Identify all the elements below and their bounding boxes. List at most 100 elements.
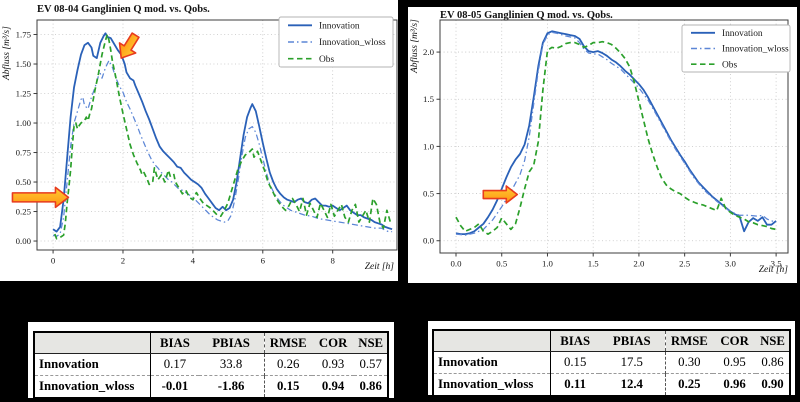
y-tick-label: 1.25 (16, 89, 32, 99)
value-cell: 33.8 (219, 357, 243, 371)
legend: Innovation Innovation_wloss Obs (278, 16, 394, 68)
value-cell: 0.26 (263, 353, 312, 376)
stats-table-ev-08-04: BIAS PBIAS RMSE COR NSE Innovation 0.17 33.8 0.2… (33, 331, 389, 399)
x-tick-label: 4 (191, 256, 196, 266)
table-row: Innovation_wloss 0.11 12.4 0.25 0.96 0.90 (433, 373, 790, 396)
table-header-cell: PBIAS (599, 330, 666, 352)
x-tick-label: 6 (261, 256, 266, 266)
y-tick-label: 2.0 (423, 47, 435, 57)
table-header-cell (433, 330, 552, 352)
x-tick-label: 2 (121, 256, 125, 266)
y-tick-label: 0.25 (16, 207, 32, 217)
value-cell: 0.90 (756, 373, 790, 396)
table-header-cell: NSE (756, 330, 790, 352)
chart-title: EV 08-04 Ganglinien Q mod. vs. Qobs. (37, 4, 210, 15)
y-tick-label: 1.00 (16, 118, 32, 128)
value-cell: 0.86 (761, 355, 784, 369)
x-tick-label: 3.5 (771, 259, 783, 269)
annotation-arrow-rising-limb (482, 185, 519, 204)
table-header-cell: BIAS (550, 330, 599, 352)
table-header-row: BIAS PBIAS RMSE COR NSE (433, 330, 790, 352)
value-cell: 0.94 (311, 375, 355, 398)
series-line-obs (455, 40, 777, 235)
legend-label: Innovation_wloss (319, 38, 386, 48)
table-header-cell: NSE (354, 332, 388, 354)
plot-area-ev-08-05: 0.0 0.5 1.0 1.5 2.0 2.5 3.0 3.5 0.0 0.5 1.0 1.5 2.0 I… (423, 19, 791, 269)
value-cell: 0.11 (550, 373, 599, 396)
y-tick-label: 0.75 (16, 148, 32, 158)
value-cell: 0.17 (163, 357, 187, 371)
axis-ticks: 0 2 4 6 8 0.00 0.25 0.50 0.75 1.00 1.25 1.50 1.75 (16, 30, 336, 266)
value-cell: 0.15 (563, 355, 587, 369)
stats-table-card-ev-08-05: BIAS PBIAS RMSE COR NSE Innovation 0.15 17.5 0.3… (428, 321, 795, 397)
plot-border (36, 19, 398, 251)
annotation-arrow-rising-limb (11, 186, 70, 209)
value-cell: 0.93 (321, 357, 345, 371)
plot-border (439, 19, 789, 254)
row-label-cell: Innovation (34, 353, 152, 376)
legend-label: Obs (319, 55, 334, 65)
legend: Innovation Innovation_wloss Obs (681, 24, 791, 73)
table-header-cell: PBIAS (198, 332, 265, 354)
table-row: Innovation 0.17 33.8 0.26 0.93 0.57 (34, 353, 388, 376)
value-cell: 0.86 (354, 375, 388, 398)
y-tick-label: 1.0 (423, 141, 435, 151)
table-header-cell: RMSE (664, 330, 714, 352)
table-header-cell: COR (311, 332, 355, 354)
legend-label: Innovation_wloss (722, 45, 789, 55)
gridlines (37, 20, 397, 250)
series-line-innovation_wloss (52, 59, 393, 237)
plot-area-ev-08-04: 0 2 4 6 8 0.00 0.25 0.50 0.75 1.00 1.25 1.50 1.75 Inn… (11, 16, 398, 266)
value-cell: 0.25 (664, 373, 714, 396)
y-tick-label: 1.75 (16, 30, 32, 40)
stats-table-card-ev-08-04: BIAS PBIAS RMSE COR NSE Innovation 0.17 33.8 0.2… (28, 322, 394, 399)
x-tick-label: 8 (330, 256, 335, 266)
y-axis-label: Abfluss [m³/s] (410, 19, 420, 73)
y-tick-label: 0.5 (423, 189, 435, 199)
x-axis-label: Zeit [h] (758, 265, 788, 275)
y-tick-label: 0.0 (423, 236, 435, 246)
table-row: Innovation 0.15 17.5 0.30 0.95 0.86 (433, 351, 790, 374)
value-cell: 0.15 (263, 375, 312, 398)
chart-card-ev-08-05: 0.0 0.5 1.0 1.5 2.0 2.5 3.0 3.5 0.0 0.5 1.0 1.5 2.0 I… (408, 7, 797, 283)
stats-table-ev-08-05: BIAS PBIAS RMSE COR NSE Innovation 0.15 17.5 0.3… (432, 329, 791, 397)
series-line-obs (54, 33, 392, 240)
row-label-cell: Innovation (433, 351, 552, 374)
x-tick-label: 1.5 (588, 259, 600, 269)
table-header-cell: BIAS (150, 332, 199, 354)
x-axis-label: Zeit [h] (364, 262, 394, 272)
axis-ticks: 0.0 0.5 1.0 1.5 2.0 2.5 3.0 3.5 0.0 0.5 1.0 1.5 2.0 (423, 47, 782, 268)
legend-label: Innovation (319, 22, 360, 32)
chart-title: EV 08-05 Ganglinien Q mod. vs. Qobs. (440, 10, 613, 21)
value-cell: 17.5 (620, 355, 643, 369)
table-row: Innovation_wloss -0.01 -1.86 0.15 0.94 0.86 (34, 375, 388, 398)
value-cell: 0.30 (664, 351, 714, 374)
y-tick-label: 0.00 (16, 236, 32, 246)
table-header-cell: RMSE (263, 332, 312, 354)
x-tick-label: 2.0 (633, 259, 645, 269)
series-line-innovation (455, 30, 777, 236)
x-tick-label: 3.0 (725, 259, 737, 269)
x-tick-label: 1.0 (542, 259, 554, 269)
value-cell: -1.86 (198, 375, 265, 398)
y-tick-label: 0.50 (16, 177, 32, 187)
table-header-cell (34, 332, 152, 354)
y-tick-label: 1.50 (16, 59, 32, 69)
chart-card-ev-08-04: 0 2 4 6 8 0.00 0.25 0.50 0.75 1.00 1.25 1.50 1.75 Inn… (0, 0, 398, 281)
value-cell: 12.4 (599, 373, 666, 396)
table-header-row: BIAS PBIAS RMSE COR NSE (34, 332, 388, 354)
y-axis-label: Abfluss [m³/s] (2, 26, 12, 80)
value-cell: 0.96 (713, 373, 757, 396)
value-cell: 0.95 (723, 355, 746, 369)
x-tick-label: 0.0 (451, 259, 463, 269)
value-cell: 0.57 (359, 357, 382, 371)
legend-label: Innovation (722, 29, 763, 39)
x-tick-label: 2.5 (679, 259, 691, 269)
legend-label: Obs (722, 60, 737, 70)
row-label-cell: Innovation_wloss (34, 375, 152, 398)
x-tick-label: 0 (51, 256, 56, 266)
x-tick-label: 0.5 (496, 259, 508, 269)
y-tick-label: 1.5 (423, 94, 435, 104)
annotation-arrow-at-peak (118, 32, 140, 59)
